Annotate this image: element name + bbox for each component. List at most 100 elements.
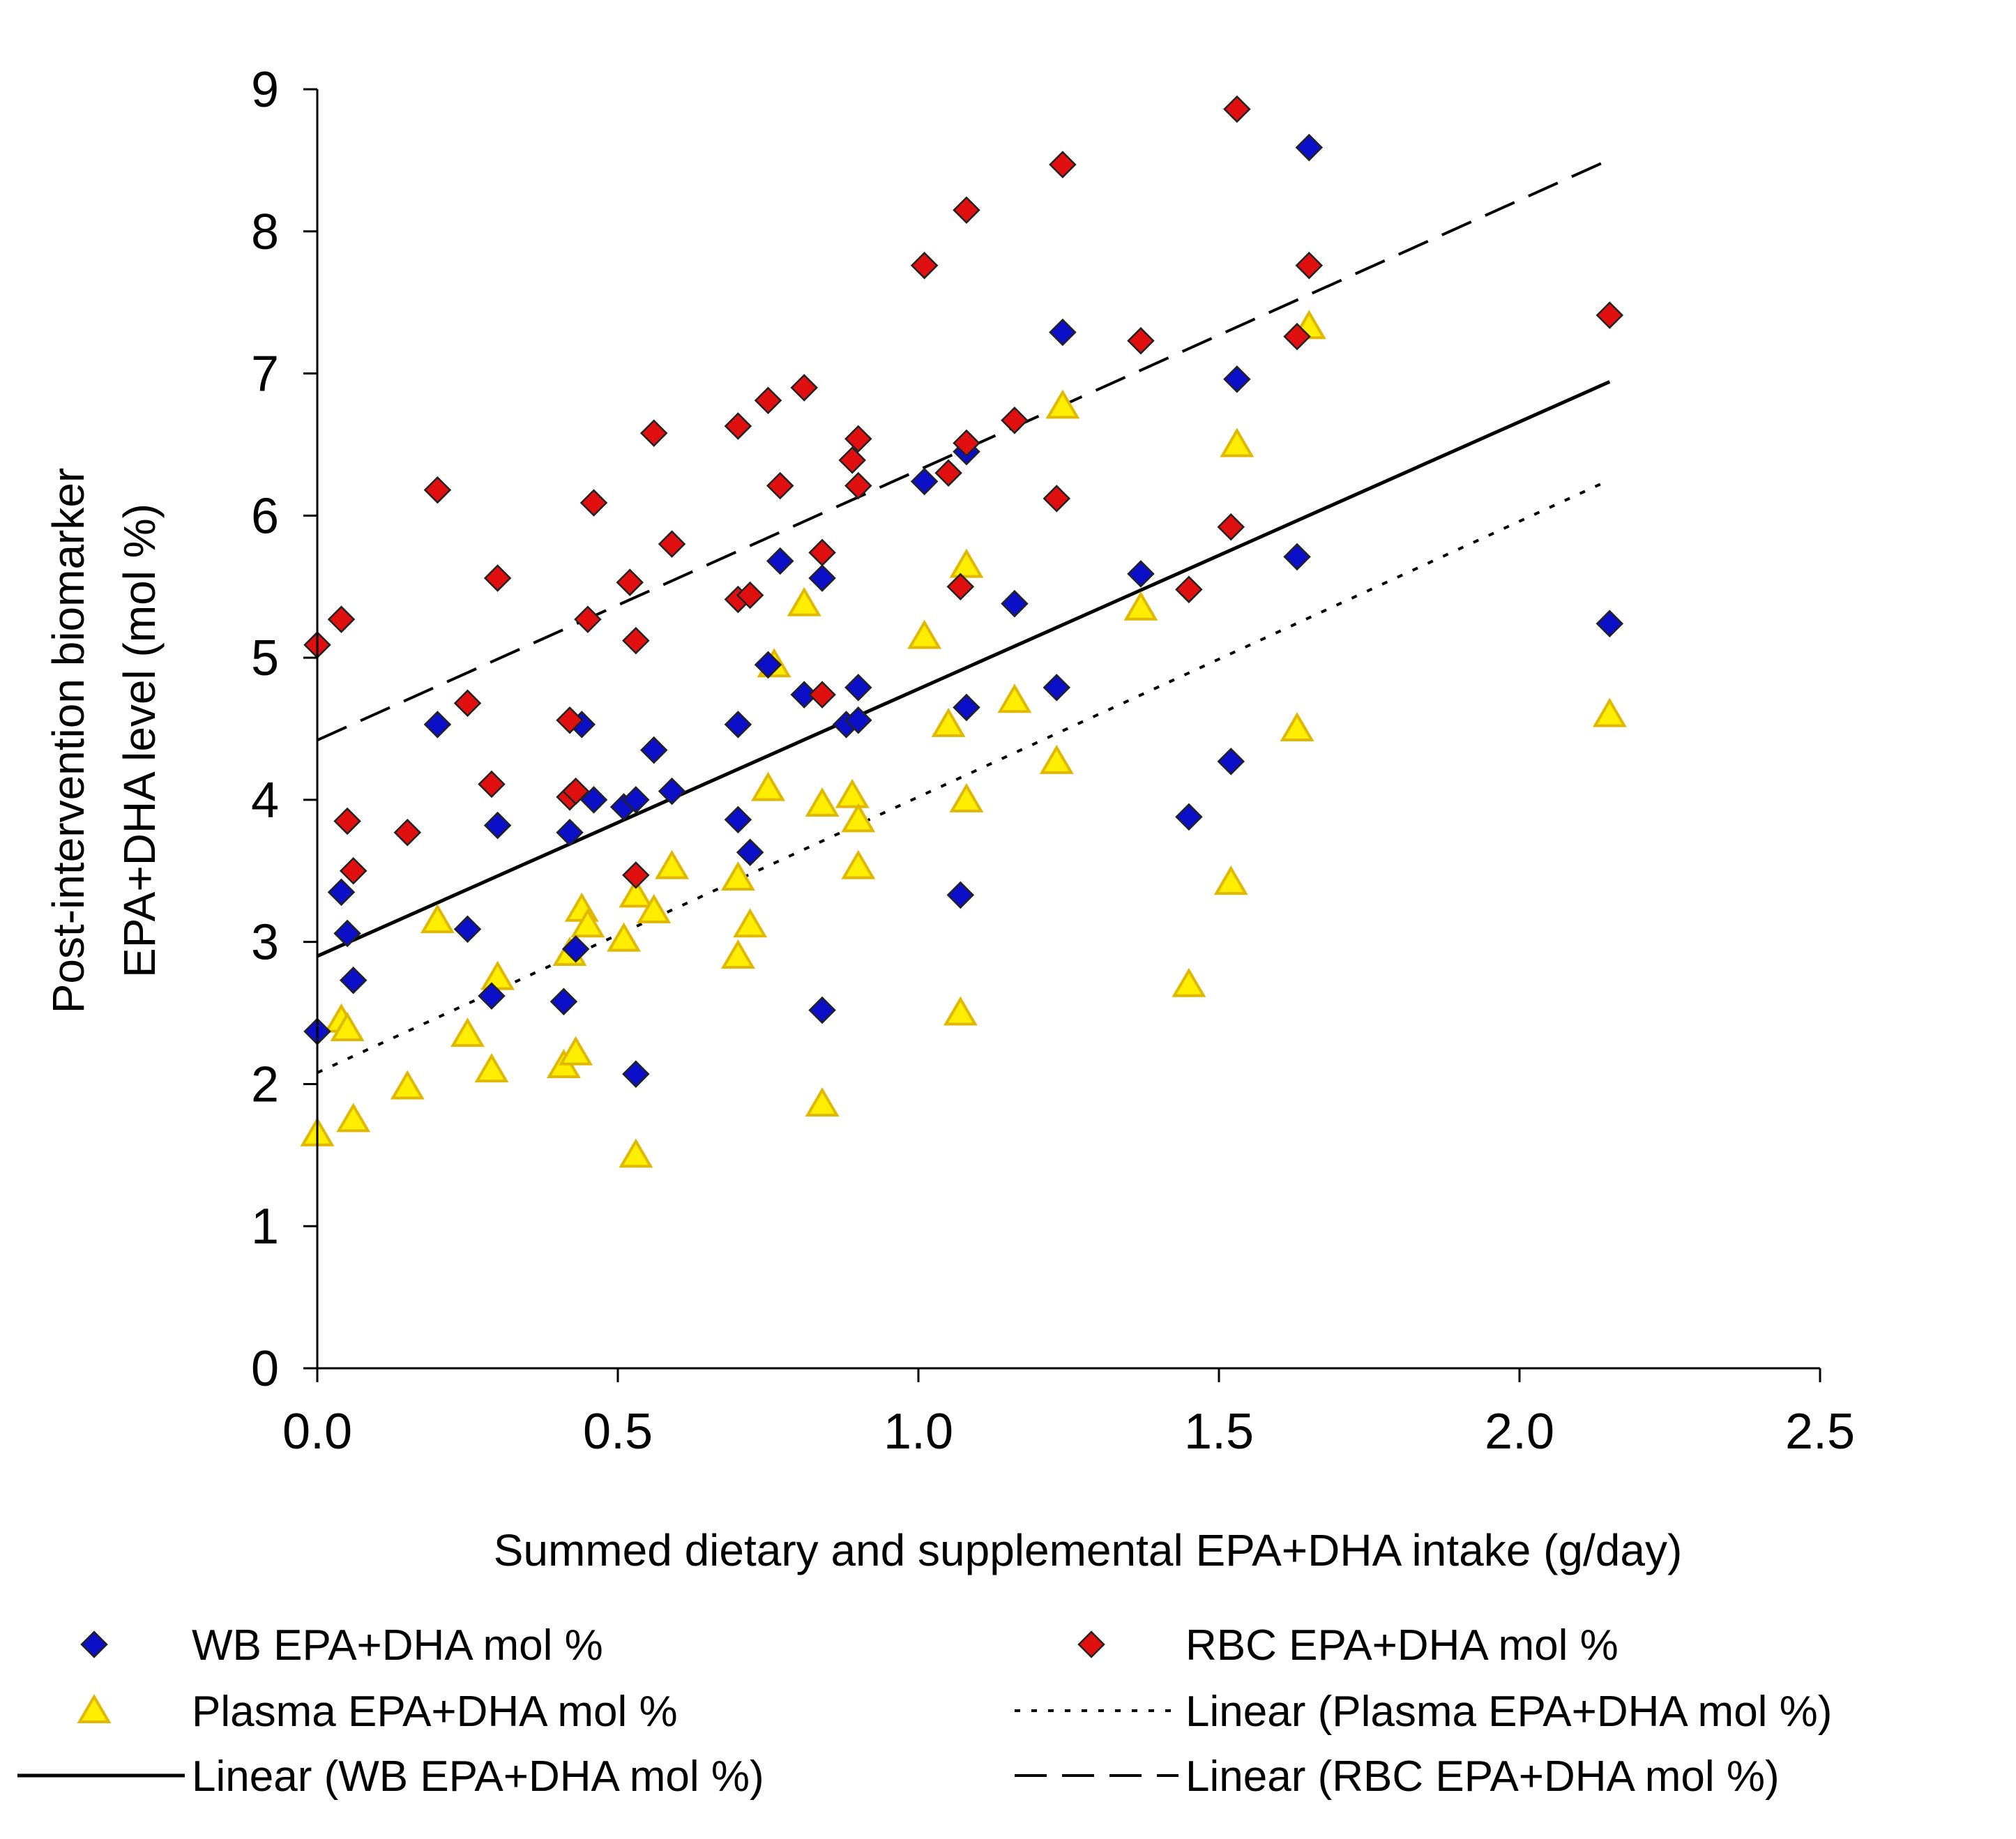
- legend-label: Linear (Plasma EPA+DHA mol %): [1185, 1688, 1832, 1736]
- trendline-plasma: [317, 478, 1611, 1074]
- plasma-point: [805, 1087, 840, 1117]
- wb-point: [423, 711, 452, 739]
- plasma-point: [1280, 712, 1314, 741]
- rbc-point: [1223, 95, 1251, 123]
- wb-point: [639, 736, 668, 764]
- plasma-point: [787, 586, 821, 616]
- legend-item-plasma-linear: Linear (Plasma EPA+DHA mol %): [1015, 1688, 1832, 1736]
- wb-point: [453, 915, 482, 944]
- rbc-point: [423, 476, 452, 504]
- rbc-point: [561, 777, 590, 805]
- legend-label: WB EPA+DHA mol %: [192, 1621, 603, 1670]
- rbc-point: [766, 471, 794, 500]
- plasma-point: [570, 908, 605, 938]
- wb-point: [561, 935, 590, 963]
- y-tick-label: 7: [251, 347, 279, 402]
- x-tick-label: 0.0: [282, 1404, 352, 1460]
- plasma-point: [997, 683, 1032, 713]
- plasma-point: [720, 939, 755, 969]
- rbc-point: [1049, 151, 1077, 179]
- rbc-point: [639, 419, 668, 447]
- plasma-point: [1039, 744, 1074, 774]
- y-tick-label: 3: [251, 915, 279, 971]
- plasma-point: [733, 908, 768, 938]
- y-tick-label: 6: [251, 488, 279, 544]
- rbc-point: [1295, 251, 1324, 280]
- plasma-point: [619, 1138, 653, 1168]
- legend-marker-rbc: [1077, 1630, 1105, 1658]
- legend-item-wb: WB EPA+DHA mol %: [80, 1621, 603, 1670]
- rbc-point: [658, 530, 686, 558]
- wb-point: [1223, 365, 1251, 393]
- legend-item-plasma: Plasma EPA+DHA mol %: [77, 1688, 678, 1736]
- legend-item-rbc-linear: Linear (RBC EPA+DHA mol %): [1015, 1753, 1780, 1801]
- plasma-point: [1592, 697, 1627, 727]
- wb-point: [790, 681, 818, 709]
- plasma-point: [1213, 865, 1248, 895]
- wb-point: [579, 786, 608, 814]
- rbc-point: [453, 689, 482, 718]
- rbc-point: [339, 857, 367, 885]
- legend-item-wb-linear: Linear (WB EPA+DHA mol %): [17, 1753, 764, 1801]
- wb-point: [550, 987, 578, 1016]
- x-tick-label: 2.0: [1485, 1404, 1554, 1460]
- plasma-point: [805, 787, 840, 817]
- rbc-point: [616, 568, 644, 596]
- plasma-point: [841, 849, 876, 879]
- rbc-point: [393, 818, 422, 847]
- rbc-point: [838, 446, 866, 474]
- y-tick-label: 2: [251, 1057, 279, 1112]
- rbc-point: [579, 489, 608, 517]
- wb-point: [1175, 803, 1203, 831]
- rbc-point: [844, 425, 872, 453]
- wb-point: [658, 777, 686, 805]
- rbc-point: [622, 861, 650, 889]
- wb-point: [1295, 133, 1324, 162]
- wb-point: [946, 881, 975, 909]
- y-tick-label: 1: [251, 1199, 279, 1255]
- series-wb: [303, 133, 1624, 1088]
- plasma-point: [949, 548, 984, 578]
- x-tick-label: 1.0: [884, 1404, 953, 1460]
- y-axis-title: Post-intervention biomarker EPA+DHA leve…: [43, 468, 165, 1014]
- rbc-point: [1175, 575, 1203, 604]
- plasma-point: [637, 893, 672, 923]
- legend: WB EPA+DHA mol % RBC EPA+DHA mol % Plasma …: [17, 1621, 1832, 1801]
- wb-point: [339, 966, 367, 994]
- data-markers: [300, 95, 1627, 1168]
- wb-point: [483, 811, 512, 840]
- plasma-point: [450, 1017, 485, 1047]
- wb-point: [736, 838, 764, 867]
- rbc-point: [333, 807, 361, 835]
- y-tick-label: 0: [251, 1341, 279, 1397]
- plasma-point: [720, 861, 755, 891]
- wb-point: [808, 996, 836, 1024]
- plasma-point: [931, 707, 966, 737]
- rbc-point: [478, 770, 506, 799]
- y-axis-title-line2: EPA+DHA level (mol %): [114, 504, 165, 978]
- rbc-point: [953, 196, 980, 224]
- rbc-point: [327, 605, 356, 633]
- legend-item-rbc: RBC EPA+DHA mol %: [1077, 1621, 1619, 1670]
- rbc-point: [808, 538, 836, 567]
- plasma-point: [559, 1036, 593, 1066]
- wb-point: [622, 786, 650, 814]
- rbc-point: [556, 706, 584, 734]
- wb-point: [622, 1060, 650, 1088]
- plasma-point: [480, 960, 515, 990]
- wb-point: [1217, 748, 1245, 775]
- wb-point: [1283, 543, 1311, 571]
- wb-point: [724, 805, 752, 834]
- rbc-point: [790, 374, 818, 402]
- y-tick-label: 9: [251, 62, 279, 118]
- rbc-point: [808, 681, 836, 709]
- rbc-point: [1217, 513, 1245, 541]
- wb-point: [808, 564, 836, 592]
- wb-point: [556, 818, 584, 847]
- rbc-point: [946, 573, 975, 600]
- wb-point: [1001, 589, 1029, 618]
- plasma-point: [1045, 389, 1080, 419]
- legend-marker-plasma: [77, 1694, 112, 1723]
- y-axis-title-line1: Post-intervention biomarker: [43, 468, 93, 1014]
